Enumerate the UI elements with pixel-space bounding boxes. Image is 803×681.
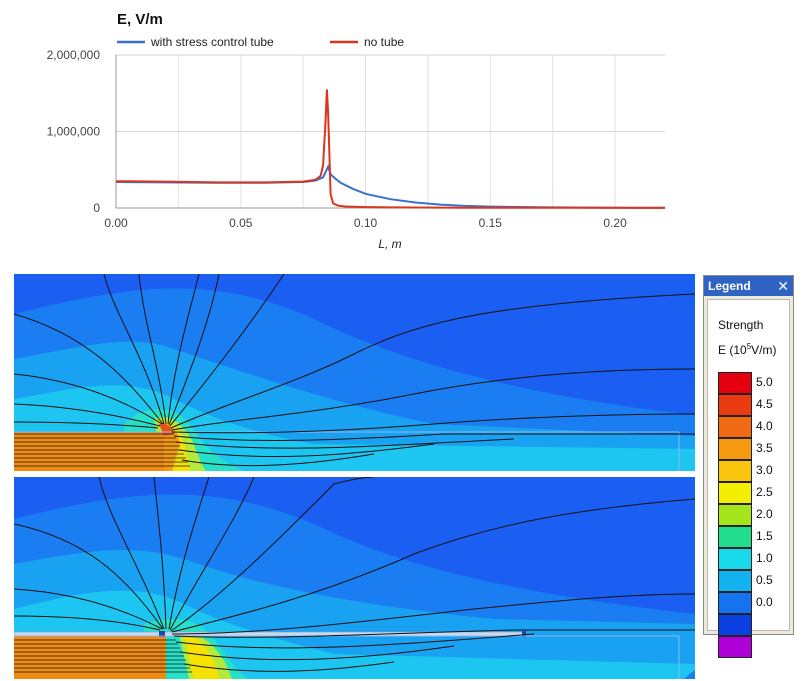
chart-grid bbox=[116, 54, 665, 208]
axis-ticks: 0 1,000,000 2,000,000 0.00 0.05 0.10 0.15 0.20 bbox=[47, 48, 627, 230]
legend-window[interactable]: Legend ✕ Strength E (105V/m) 5.0 4.5 4.0 3.… bbox=[703, 275, 794, 658]
legend-swatch bbox=[718, 570, 752, 592]
legend-level-label: 2.5 bbox=[756, 485, 773, 499]
legend-level-label: 1.0 bbox=[756, 551, 773, 565]
legend-label: no tube bbox=[364, 35, 404, 49]
legend-units: E (105V/m) bbox=[718, 342, 777, 357]
legend-swatch bbox=[718, 460, 752, 482]
y-tick-label: 0 bbox=[93, 201, 100, 215]
field-lines-top bbox=[14, 274, 695, 467]
legend-level-label: 3.5 bbox=[756, 441, 773, 455]
legend-swatch bbox=[718, 592, 752, 614]
legend-swatch bbox=[718, 526, 752, 548]
panel-divider bbox=[14, 471, 695, 477]
legend-swatch bbox=[718, 636, 752, 658]
legend-swatch bbox=[718, 482, 752, 504]
field-plot-no-tube bbox=[14, 274, 695, 471]
legend-level-label: 0.0 bbox=[756, 595, 773, 609]
legend-level-label: 4.5 bbox=[756, 397, 773, 411]
x-tick-label: 0.10 bbox=[354, 216, 378, 230]
line-chart: E, V/m with stress control tube no tube 0… bbox=[47, 11, 666, 251]
conductor-stripes bbox=[14, 433, 190, 467]
x-tick-label: 0.15 bbox=[479, 216, 503, 230]
legend-swatch bbox=[718, 394, 752, 416]
legend-swatch bbox=[718, 438, 752, 460]
legend-swatch bbox=[718, 548, 752, 570]
series-line bbox=[115, 89, 666, 209]
legend-color-scale: 5.0 4.5 4.0 3.5 3.0 2.5 2.0 1.5 1.0 0.5 0.0 bbox=[718, 372, 798, 658]
chart-legend: with stress control tube no tube bbox=[117, 35, 404, 49]
legend-level-label: 2.0 bbox=[756, 507, 773, 521]
x-tick-label: 0.05 bbox=[229, 216, 253, 230]
tube-end-marker bbox=[522, 631, 526, 637]
legend-label: with stress control tube bbox=[150, 35, 274, 49]
legend-level-label: 0.5 bbox=[756, 573, 773, 587]
legend-window-title: Legend bbox=[708, 279, 751, 293]
legend-level-label: 5.0 bbox=[756, 375, 773, 389]
legend-swatch bbox=[718, 416, 752, 438]
legend-swatch bbox=[718, 504, 752, 526]
conductor-stripes bbox=[14, 639, 192, 673]
field-lines-bottom bbox=[14, 477, 695, 672]
legend-swatch bbox=[718, 614, 752, 636]
y-tick-label: 1,000,000 bbox=[47, 125, 101, 139]
field-plot-with-tube bbox=[14, 477, 695, 679]
series-line bbox=[115, 164, 666, 209]
stress-control-tube bbox=[14, 631, 525, 637]
close-icon[interactable]: ✕ bbox=[777, 277, 789, 294]
y-tick-label: 2,000,000 bbox=[47, 48, 101, 62]
legend-level-label: 3.0 bbox=[756, 463, 773, 477]
chart-title: E, V/m bbox=[117, 11, 163, 28]
chart-series bbox=[115, 89, 666, 209]
x-axis-label: L, m bbox=[378, 237, 401, 251]
legend-body: Strength E (105V/m) 5.0 4.5 4.0 3.5 3.0 2.5 2.… bbox=[707, 299, 790, 658]
tube-end-marker bbox=[159, 631, 165, 637]
legend-level-label: 4.0 bbox=[756, 419, 773, 433]
legend-level-label: 1.5 bbox=[756, 529, 773, 543]
legend-titlebar[interactable]: Legend ✕ bbox=[704, 276, 793, 296]
x-tick-label: 0.20 bbox=[603, 216, 627, 230]
legend-heading: Strength bbox=[718, 318, 764, 332]
x-tick-label: 0.00 bbox=[104, 216, 128, 230]
legend-swatch bbox=[718, 372, 752, 394]
field-strength-plots bbox=[14, 274, 695, 679]
